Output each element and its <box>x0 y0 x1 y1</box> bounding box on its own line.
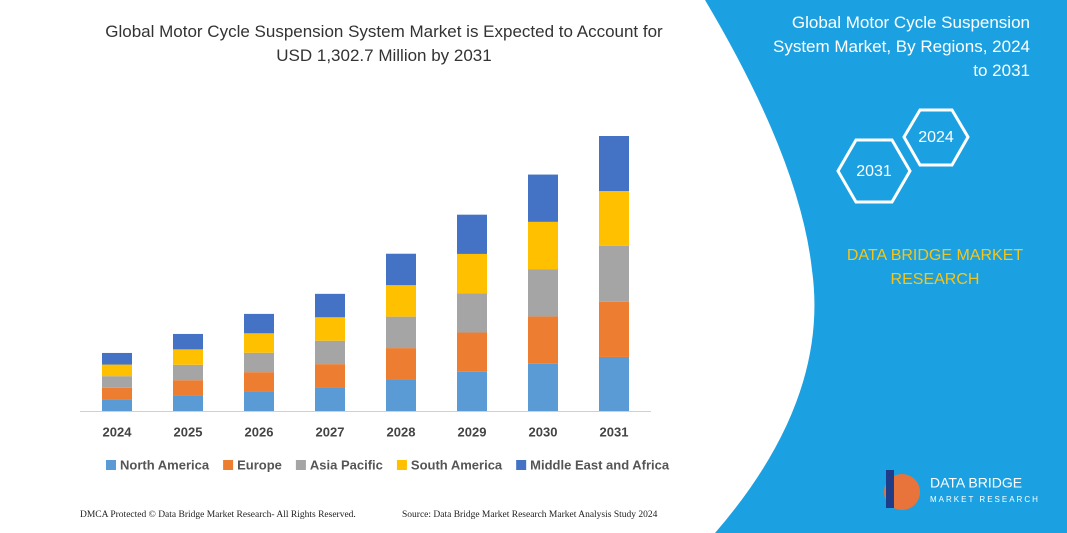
bar-segment <box>528 174 558 222</box>
panel-title-line: System Market, By Regions, 2024 <box>773 37 1030 56</box>
x-tick-label: 2025 <box>174 424 203 439</box>
bar-segment <box>457 332 487 372</box>
logo-name: DATA BRIDGE <box>930 475 1022 491</box>
bar-segment <box>173 364 203 381</box>
hex-label: 2024 <box>918 129 954 146</box>
footer-left: DMCA Protected © Data Bridge Market Rese… <box>80 509 356 520</box>
panel-title-line: to 2031 <box>973 61 1030 80</box>
bar-segment <box>528 269 558 317</box>
bar-segment <box>386 285 416 317</box>
x-tick-label: 2027 <box>316 424 345 439</box>
x-tick-label: 2030 <box>529 424 558 439</box>
legend-label: North America <box>120 457 210 472</box>
legend-swatch <box>516 460 527 470</box>
bar-segment <box>386 348 416 380</box>
legend-swatch <box>106 460 116 470</box>
right-panel <box>705 0 1067 533</box>
hexagon <box>836 138 912 204</box>
legend-swatch <box>295 460 306 470</box>
bar-segment <box>102 376 132 388</box>
bar-segment <box>244 313 274 334</box>
bar-segment <box>173 333 203 350</box>
bar-segment <box>173 349 203 365</box>
bar-segment <box>599 245 629 302</box>
chart-title: Global Motor Cycle Suspension System Mar… <box>105 22 663 65</box>
bar-segment <box>315 340 345 365</box>
bar-segment <box>457 371 487 411</box>
x-tick-label: 2024 <box>103 424 133 439</box>
hex-label: 2031 <box>856 163 892 180</box>
bar-segment <box>599 191 629 246</box>
brand-line: RESEARCH <box>891 271 980 288</box>
bar-segment <box>599 136 629 192</box>
bar-segment <box>457 214 487 254</box>
bar-segment <box>244 391 274 411</box>
bar-segment <box>315 293 345 318</box>
x-tick-label: 2028 <box>387 424 416 439</box>
footer-right: Source: Data Bridge Market Research Mark… <box>402 510 658 520</box>
legend-swatch <box>396 460 407 470</box>
bar-segment <box>102 399 132 411</box>
bar-segment <box>386 316 416 349</box>
hexagon <box>902 108 970 167</box>
x-tick-label: 2031 <box>600 424 629 439</box>
x-tick-label: 2026 <box>245 424 274 439</box>
legend-swatch <box>223 460 234 470</box>
logo-tagline: MARKET RESEARCH <box>930 495 1040 504</box>
bar-segment <box>173 395 203 411</box>
bar-segment <box>315 387 345 411</box>
bar-segment <box>457 253 487 294</box>
bar-segment <box>173 380 203 396</box>
bar-segment <box>102 364 132 377</box>
bar-segment <box>244 352 274 373</box>
bar-segment <box>386 379 416 411</box>
bar-segment <box>528 316 558 364</box>
bar-segment <box>315 317 345 341</box>
brand-line: DATA BRIDGE MARKET <box>847 247 1024 264</box>
logo-icon <box>886 470 894 508</box>
bar-segment <box>599 301 629 357</box>
bar-segment <box>102 352 132 365</box>
legend-label: Europe <box>237 457 282 472</box>
title-line: USD 1,302.7 Million by 2031 <box>276 46 491 65</box>
panel-title-line: Global Motor Cycle Suspension <box>792 13 1030 32</box>
bar-segment <box>386 253 416 286</box>
bar-segment <box>528 363 558 411</box>
legend-label: Middle East and Africa <box>530 457 670 472</box>
bar-segment <box>102 387 132 400</box>
bar-segment <box>315 364 345 388</box>
legend-label: Asia Pacific <box>310 457 383 472</box>
bar-segment <box>244 333 274 353</box>
title-line: Global Motor Cycle Suspension System Mar… <box>105 22 663 41</box>
x-tick-label: 2029 <box>458 424 487 439</box>
bar-segment <box>599 356 629 411</box>
brand-text: DATA BRIDGE MARKET RESEARCH <box>847 247 1024 288</box>
legend-label: South America <box>411 457 503 472</box>
bar-segment <box>244 372 274 392</box>
panel-title: Global Motor Cycle Suspension System Mark… <box>773 13 1030 80</box>
bar-segment <box>457 293 487 333</box>
bar-segment <box>528 221 558 270</box>
panel-title-text: Global Motor Cycle Suspension System Mark… <box>773 13 1030 80</box>
